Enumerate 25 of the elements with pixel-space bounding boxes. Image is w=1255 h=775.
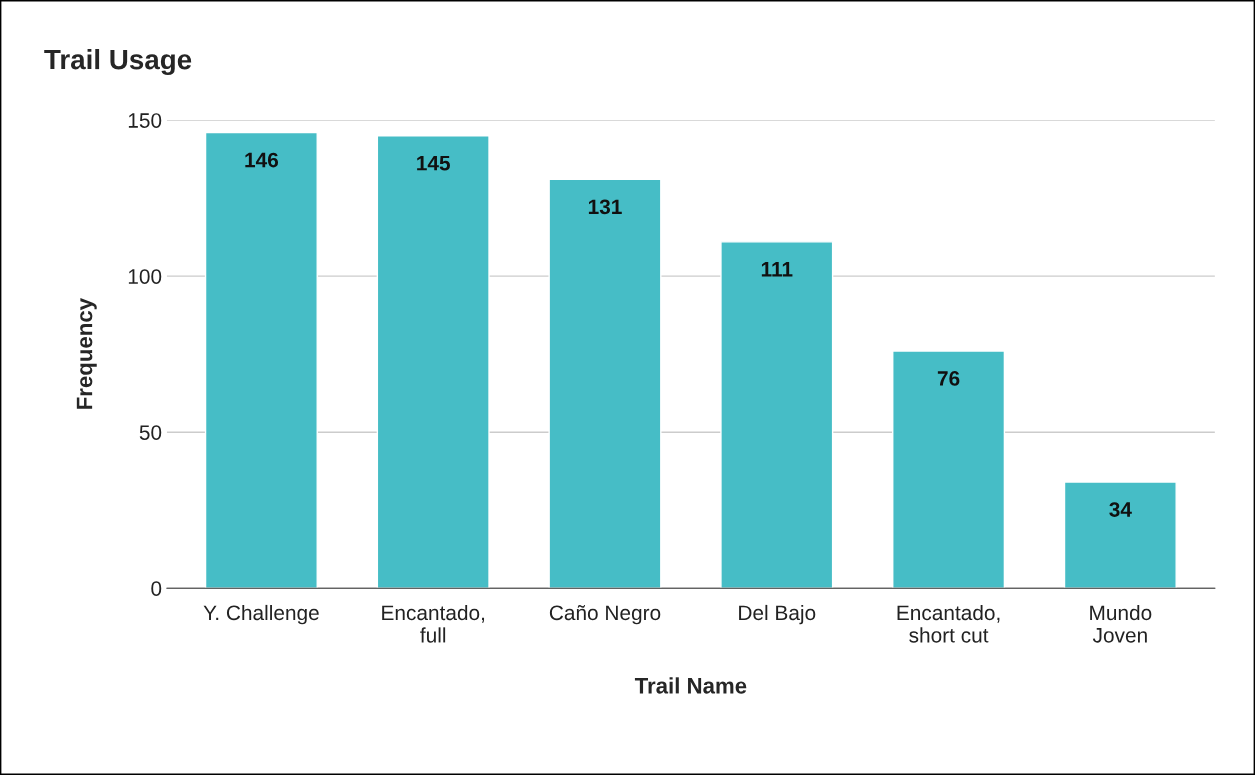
bar (548, 178, 662, 589)
data-label: 146 (245, 152, 279, 168)
bar (204, 131, 318, 589)
x-tick-label: Y. Challenge (203, 604, 319, 625)
y-axis-title: Frequency (76, 298, 97, 409)
data-label: 145 (417, 155, 450, 171)
data-label: 76 (937, 371, 960, 386)
x-tick-label: Caño Negro (549, 605, 661, 625)
x-tick-label: Encantado, full (382, 604, 485, 643)
x-tick-label: Mundo Joven (1090, 604, 1152, 643)
chart-title: Trail Usage (44, 48, 192, 76)
y-tick-label: 50 (139, 425, 162, 440)
y-tick-label: 100 (128, 269, 162, 284)
bar (720, 241, 834, 589)
x-tick-label: Del Bajo (739, 604, 816, 625)
data-label: 34 (1109, 502, 1132, 517)
y-tick-label: 150 (128, 113, 162, 128)
x-axis-title: Trail Name (634, 677, 747, 694)
x-tick-label: Encantado, short cut (897, 604, 1000, 643)
bar (376, 135, 490, 589)
data-label: 131 (588, 199, 622, 215)
data-label: 111 (761, 262, 793, 277)
y-tick-label: 0 (151, 581, 162, 596)
bar (892, 350, 1006, 589)
bar (1063, 481, 1177, 589)
